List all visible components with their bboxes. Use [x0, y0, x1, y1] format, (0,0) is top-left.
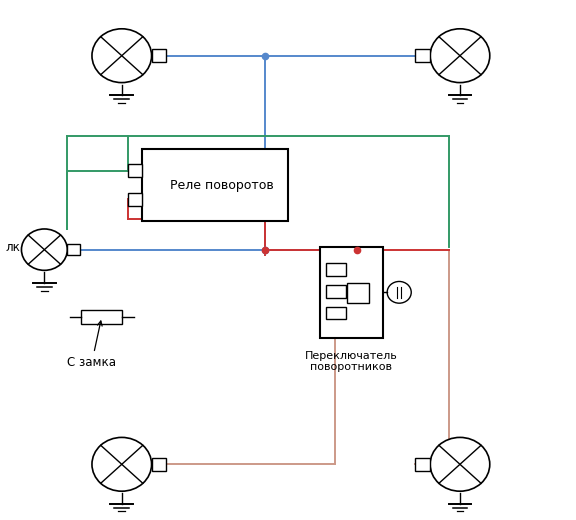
Circle shape — [92, 437, 151, 491]
Bar — [326, 285, 346, 298]
Bar — [326, 307, 346, 319]
Bar — [151, 458, 166, 471]
Bar — [326, 263, 346, 276]
Circle shape — [21, 229, 67, 270]
Bar — [415, 458, 430, 471]
Text: С замка: С замка — [67, 321, 116, 369]
Bar — [128, 164, 142, 177]
Bar — [415, 49, 430, 62]
Circle shape — [387, 281, 411, 303]
Text: Переключатель
поворотников: Переключатель поворотников — [305, 350, 397, 372]
Bar — [67, 244, 80, 255]
Text: Реле поворотов: Реле поворотов — [170, 178, 274, 191]
Bar — [81, 309, 122, 324]
Circle shape — [430, 29, 490, 83]
Circle shape — [92, 29, 151, 83]
Bar — [142, 149, 288, 221]
Text: лк: лк — [6, 241, 21, 254]
Bar — [151, 49, 166, 62]
Bar — [347, 283, 369, 303]
Bar — [320, 247, 382, 337]
Bar — [128, 193, 142, 206]
Circle shape — [430, 437, 490, 491]
